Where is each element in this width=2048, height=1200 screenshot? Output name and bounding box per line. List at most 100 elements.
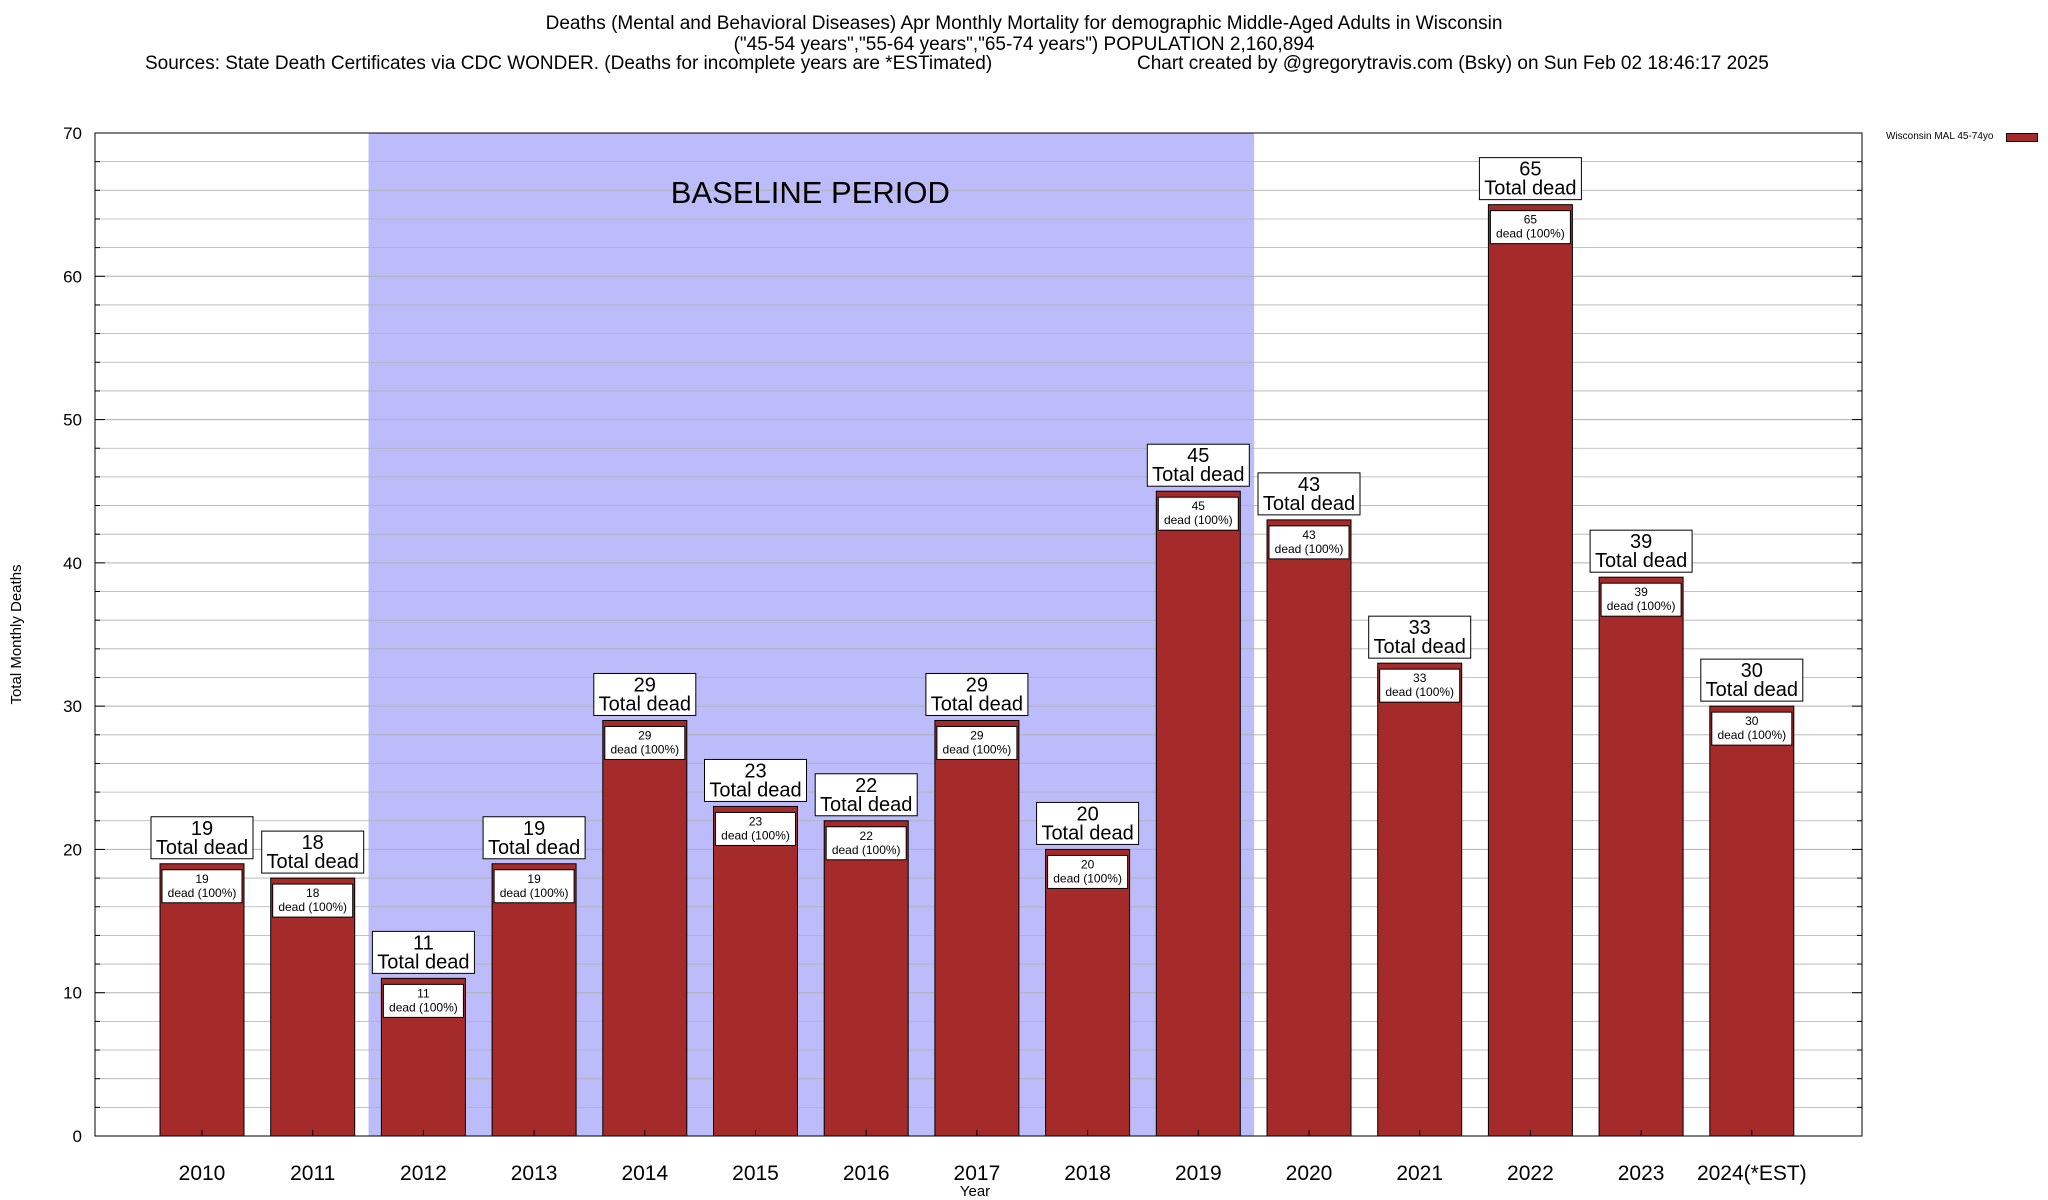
x-tick-label: 2022 (1507, 1162, 1554, 1185)
y-tick-label: 50 (63, 411, 82, 430)
y-tick-label: 60 (63, 267, 82, 286)
bar (1487, 204, 1573, 1137)
inner-value-label: 33 (1413, 671, 1427, 685)
top-value-label: 22 (855, 775, 877, 797)
inner-label-box (715, 811, 796, 846)
top-label-box (814, 773, 918, 817)
y-tick-label: 40 (63, 554, 82, 573)
bar (1598, 576, 1684, 1137)
x-tick-label: 2015 (732, 1162, 779, 1185)
top-total-label: Total dead (820, 794, 912, 816)
chart-title: Deaths (Mental and Behavioral Diseases) … (545, 13, 1503, 34)
inner-label-box (161, 869, 243, 904)
inner-label-box (1268, 525, 1350, 560)
x-tick-label: 2012 (400, 1162, 447, 1185)
inner-percent-label: dead (100%) (1053, 871, 1122, 885)
inner-percent-label: dead (100%) (943, 742, 1012, 756)
inner-percent-label: dead (100%) (1607, 599, 1676, 613)
inner-label-box (1157, 496, 1239, 531)
bar (1709, 705, 1795, 1137)
top-total-label: Total dead (1706, 679, 1798, 701)
y-tick-label: 20 (63, 840, 82, 859)
top-total-label: Total dead (1374, 636, 1466, 658)
legend-swatch (2006, 133, 2038, 142)
x-tick-label: 2014 (621, 1162, 668, 1185)
top-label-box (704, 758, 807, 802)
inner-percent-label: dead (100%) (1385, 685, 1454, 699)
y-tick-label: 10 (63, 984, 82, 1003)
inner-label-box (493, 869, 575, 904)
x-tick-label: 2024(*EST) (1697, 1162, 1807, 1185)
x-tick-label: 2023 (1618, 1162, 1665, 1185)
chart-sources: Sources: State Death Certificates via CD… (145, 53, 993, 74)
top-value-label: 29 (966, 674, 988, 696)
top-value-label: 19 (523, 818, 545, 840)
top-label-box (1700, 658, 1804, 702)
inner-value-label: 11 (417, 986, 430, 1000)
axis-layer: 0 10 20 30 40 50 60 70 Year Total Monthly Deaths 2… (8, 124, 1863, 1200)
inner-percent-label: dead (100%) (389, 1000, 458, 1014)
bar (1266, 519, 1352, 1137)
inner-label-box (1047, 854, 1129, 889)
x-tick-label: 2016 (843, 1162, 890, 1185)
top-label-box (371, 930, 475, 974)
y-axis-title: Total Monthly Deaths (8, 564, 25, 704)
bar (1377, 662, 1463, 1137)
inner-value-label: 43 (1302, 528, 1316, 542)
x-tick-label: 2018 (1064, 1162, 1111, 1185)
y-tick-label: 70 (63, 124, 82, 143)
inner-percent-label: dead (100%) (1717, 728, 1786, 742)
inner-percent-label: dead (100%) (500, 886, 569, 900)
x-tick-label: 2013 (511, 1162, 558, 1185)
bar-layer (159, 204, 1795, 1137)
top-value-label: 18 (302, 832, 324, 854)
inner-value-label: 18 (306, 886, 320, 900)
x-tick-label: 2010 (179, 1162, 226, 1185)
top-total-label: Total dead (1152, 464, 1244, 486)
y-tick-label: 0 (73, 1127, 82, 1146)
top-value-label: 33 (1409, 617, 1431, 639)
top-value-label: 11 (413, 932, 434, 954)
top-total-label: Total dead (1595, 550, 1687, 572)
top-value-label: 43 (1298, 474, 1320, 496)
inner-percent-label: dead (100%) (610, 742, 679, 756)
top-value-label: 65 (1519, 159, 1541, 181)
top-label-box (1368, 615, 1472, 659)
inner-percent-label: dead (100%) (278, 900, 347, 914)
top-label-box (1036, 801, 1140, 845)
top-value-label: 20 (1076, 803, 1098, 825)
inner-value-label: 45 (1192, 499, 1206, 513)
inner-percent-label: dead (100%) (721, 828, 790, 842)
inner-label-box (272, 883, 354, 918)
inner-value-label: 30 (1745, 714, 1759, 728)
inner-label-box (1711, 711, 1793, 746)
top-total-label: Total dead (1484, 178, 1576, 200)
bar (602, 719, 688, 1137)
top-total-label: Total dead (931, 693, 1023, 715)
inner-value-label: 22 (860, 829, 874, 843)
bar (934, 719, 1020, 1137)
legend-label: Wisconsin MAL 45-74yo (1886, 131, 1994, 142)
chart-subtitle: ("45-54 years","55-64 years","65-74 year… (733, 34, 1315, 55)
x-tick-label: 2021 (1396, 1162, 1443, 1185)
bar (713, 805, 798, 1137)
inner-value-label: 19 (527, 872, 541, 886)
inner-label-box (604, 725, 686, 760)
inner-value-label: 29 (970, 728, 984, 742)
inner-label-box (382, 983, 464, 1018)
top-label-box (150, 816, 254, 860)
plot-frame (94, 132, 1863, 1137)
top-total-label: Total dead (599, 693, 691, 715)
x-tick-label: 2011 (290, 1162, 335, 1185)
inner-label-box (1600, 582, 1682, 617)
inner-value-label: 20 (1081, 857, 1095, 871)
top-total-label: Total dead (1041, 822, 1133, 844)
top-label-box (482, 816, 586, 860)
top-label-box (1146, 443, 1250, 487)
inner-percent-label: dead (100%) (1496, 227, 1565, 241)
x-axis-title: Year (960, 1183, 990, 1200)
top-total-label: Total dead (1263, 493, 1355, 515)
bar (491, 863, 577, 1137)
